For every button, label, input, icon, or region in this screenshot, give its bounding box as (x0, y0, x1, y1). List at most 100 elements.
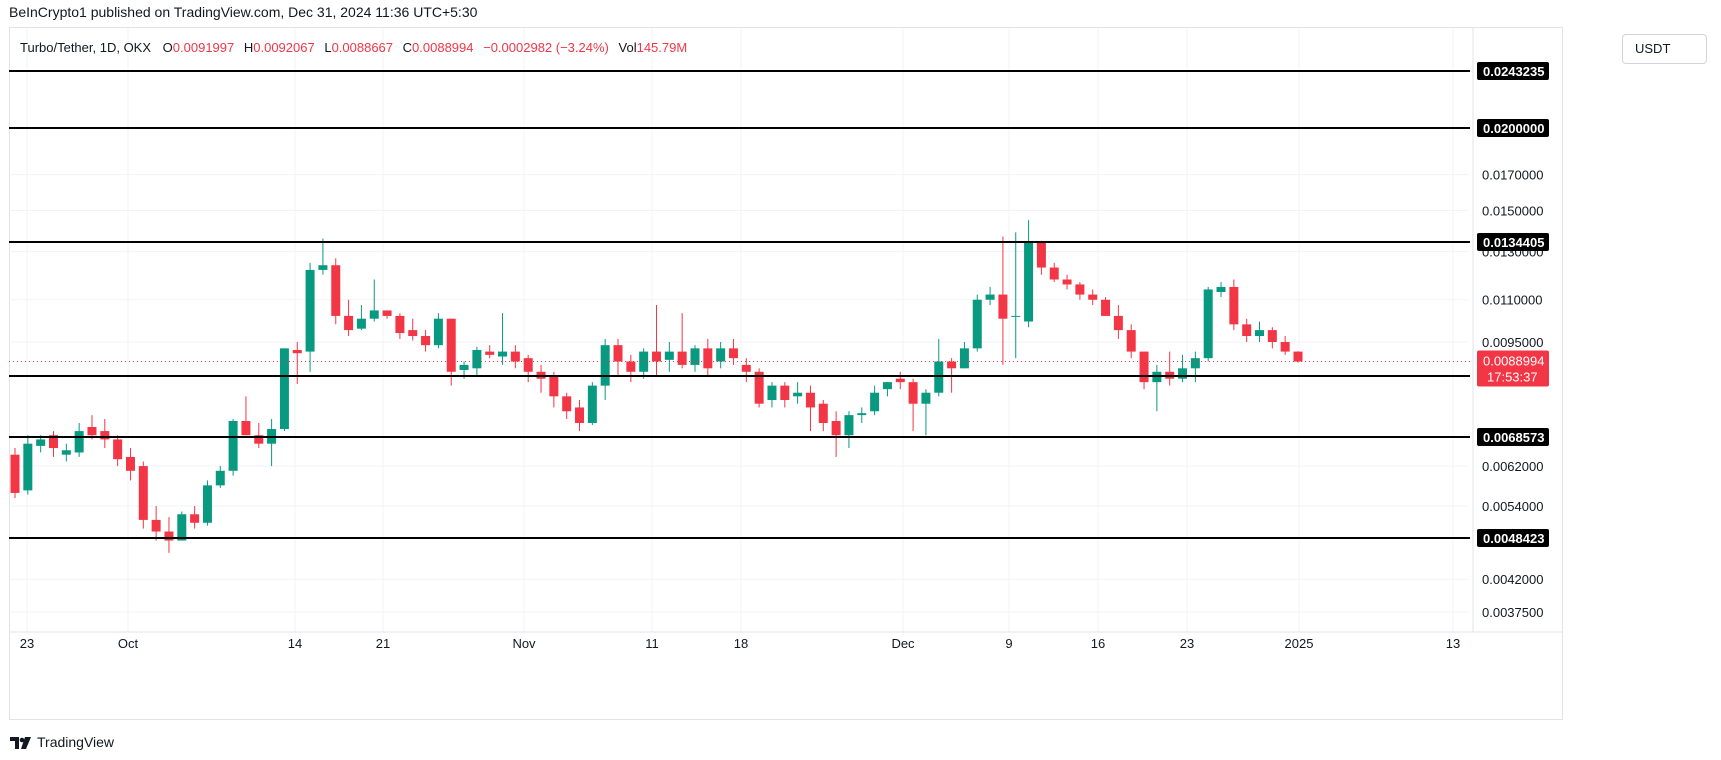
candle-body[interactable] (395, 315, 405, 334)
candle-body[interactable] (1011, 315, 1021, 317)
candle-body[interactable] (151, 519, 161, 532)
candle-body[interactable] (331, 265, 341, 316)
candle-body[interactable] (1229, 286, 1239, 325)
candle-body[interactable] (408, 330, 418, 336)
candle-body[interactable] (1101, 299, 1111, 316)
candle-body[interactable] (895, 378, 905, 383)
candle-body[interactable] (1113, 315, 1123, 331)
candle-body[interactable] (510, 351, 520, 362)
candle-body[interactable] (446, 318, 456, 372)
candle-body[interactable] (1190, 358, 1200, 369)
candle-body[interactable] (1088, 294, 1098, 300)
candle-body[interactable] (202, 485, 212, 523)
candle-body[interactable] (741, 364, 751, 372)
candle-body[interactable] (818, 403, 828, 423)
candle-body[interactable] (61, 450, 71, 455)
candle-body[interactable] (562, 396, 572, 412)
candle-body[interactable] (831, 421, 841, 436)
candle-body[interactable] (164, 531, 174, 541)
candle-body[interactable] (421, 335, 431, 346)
candle-body[interactable] (639, 351, 649, 372)
candle-body[interactable] (677, 351, 687, 365)
candle-body[interactable] (998, 294, 1008, 319)
candle-body[interactable] (934, 361, 944, 393)
candle-body[interactable] (652, 351, 661, 362)
candle-body[interactable] (1126, 330, 1136, 352)
candle-body[interactable] (985, 294, 995, 300)
candle-body[interactable] (279, 348, 289, 430)
candle-body[interactable] (844, 415, 854, 436)
candle-body[interactable] (23, 443, 33, 491)
candle-body[interactable] (1024, 242, 1034, 322)
candle-body[interactable] (870, 392, 880, 412)
candle-body[interactable] (1255, 330, 1265, 336)
candle-body[interactable] (690, 348, 700, 365)
candle-body[interactable] (215, 470, 225, 486)
candle-body[interactable] (703, 348, 713, 369)
candle-body[interactable] (1049, 267, 1059, 280)
candle-body[interactable] (125, 456, 135, 471)
candle-body[interactable] (959, 348, 969, 369)
candle-body[interactable] (1036, 242, 1046, 268)
candle-body[interactable] (254, 435, 264, 444)
candle-body[interactable] (48, 435, 58, 449)
candle-body[interactable] (369, 310, 379, 319)
candle-body[interactable] (767, 385, 777, 400)
candle-body[interactable] (177, 514, 187, 541)
candle-body[interactable] (1139, 351, 1149, 383)
candle-body[interactable] (1293, 351, 1303, 362)
candle-body[interactable] (947, 361, 957, 369)
candle-body[interactable] (113, 439, 123, 460)
candle-body[interactable] (754, 371, 764, 404)
candle-body[interactable] (575, 407, 585, 423)
candle-body[interactable] (587, 385, 597, 423)
candle-body[interactable] (780, 385, 790, 400)
candle-body[interactable] (318, 265, 328, 270)
candle-body[interactable] (472, 349, 482, 369)
candle-body[interactable] (1242, 324, 1252, 336)
candle-body[interactable] (728, 348, 738, 359)
candle-body[interactable] (292, 349, 302, 354)
chart-frame[interactable] (9, 27, 1563, 720)
candle-body[interactable] (523, 358, 533, 372)
candle-body[interactable] (1267, 330, 1277, 342)
candle-body[interactable] (600, 345, 610, 386)
candle-body[interactable] (498, 351, 508, 357)
candle-body[interactable] (74, 431, 84, 453)
candle-body[interactable] (1280, 342, 1290, 352)
symbol-title[interactable]: Turbo/Tether, 1D, OKX (20, 40, 152, 55)
candle-body[interactable] (228, 421, 238, 471)
candle-body[interactable] (433, 318, 443, 346)
candle-body[interactable] (972, 299, 982, 349)
candle-body[interactable] (857, 413, 867, 416)
candle-body[interactable] (1075, 284, 1085, 295)
candle-body[interactable] (1203, 289, 1213, 359)
candle-body[interactable] (382, 310, 392, 316)
candle-body[interactable] (36, 439, 46, 446)
candle-body[interactable] (921, 392, 931, 404)
candle-body[interactable] (882, 382, 892, 390)
candle-body[interactable] (1178, 368, 1188, 379)
candle-body[interactable] (459, 364, 469, 371)
candle-body[interactable] (716, 348, 726, 362)
candle-body[interactable] (241, 421, 251, 436)
candle-body[interactable] (485, 351, 495, 355)
candle-body[interactable] (344, 315, 354, 331)
candle-body[interactable] (793, 392, 803, 397)
candle-body[interactable] (549, 375, 559, 397)
candle-body[interactable] (305, 269, 315, 352)
candle-body[interactable] (138, 466, 148, 520)
candle-body[interactable] (1216, 286, 1226, 292)
candle-body[interactable] (613, 345, 623, 362)
candle-body[interactable] (626, 361, 636, 372)
candle-body[interactable] (100, 431, 110, 440)
candle-body[interactable] (664, 351, 674, 360)
candle-body[interactable] (356, 318, 366, 329)
candle-body[interactable] (1062, 279, 1072, 285)
candle-body[interactable] (10, 454, 20, 493)
tradingview-brand[interactable]: TradingView (10, 734, 114, 750)
candle-body[interactable] (805, 392, 815, 408)
candle-body[interactable] (190, 514, 200, 523)
candle-body[interactable] (87, 427, 97, 436)
